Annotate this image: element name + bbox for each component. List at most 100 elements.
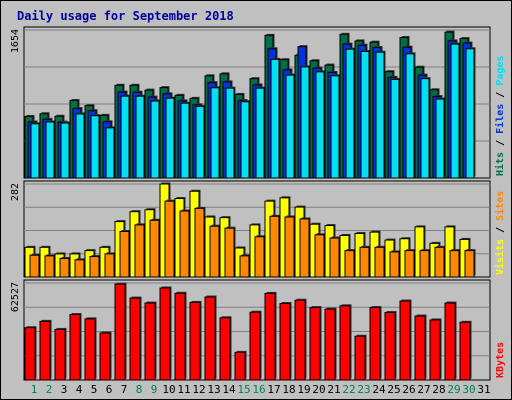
- day-label: 26: [402, 383, 415, 396]
- bot-bar-kbytes: [129, 297, 141, 381]
- mid-bar-sites: [29, 254, 40, 278]
- top-bar-pages: [30, 123, 40, 179]
- bot-bar-kbytes: [219, 317, 231, 381]
- top-bar-pages: [165, 97, 175, 179]
- hits-files-pages-panel: 1654 Hits / Files / Pages: [10, 26, 506, 179]
- day-label: 12: [192, 383, 205, 396]
- mid-bar-sites: [299, 218, 310, 278]
- bot-bar-kbytes: [144, 302, 156, 381]
- bot-bar-kbytes: [294, 299, 306, 381]
- bot-bar-kbytes: [279, 303, 291, 381]
- bot-bar-kbytes: [99, 332, 111, 381]
- top-bar-pages: [210, 87, 220, 179]
- day-labels: 1 2 3 4 5 6 7 8 9 10 11 12 13 14 15 16 17 18 19 20 21 22 23 24 2…: [31, 383, 491, 396]
- mid-bar-sites: [344, 250, 355, 278]
- top-bar-pages: [420, 78, 430, 179]
- mid-bar-sites: [404, 250, 415, 278]
- top-legend: Hits / Files / Pages: [494, 56, 506, 176]
- day-label: 6: [106, 383, 113, 396]
- bot-bar-kbytes: [114, 283, 126, 381]
- top-legend-item: Pages: [495, 56, 506, 86]
- mid-bar-sites: [149, 219, 160, 278]
- day-label: 8: [136, 383, 143, 396]
- bot-bar-kbytes: [54, 328, 66, 381]
- visits-sites-panel: 282 Visits / Sites: [10, 180, 506, 278]
- day-label: 5: [91, 383, 98, 396]
- day-label: 21: [327, 383, 340, 396]
- top-bar-pages: [120, 95, 130, 179]
- mid-bar-sites: [284, 216, 295, 278]
- bot-bar-kbytes: [24, 327, 36, 381]
- top-bar-pages: [60, 122, 70, 179]
- day-label: 20: [312, 383, 325, 396]
- bot-bar-kbytes: [369, 307, 381, 381]
- top-legend-item: Hits: [494, 152, 506, 176]
- bot-bar-kbytes: [324, 308, 336, 381]
- mid-bar-sites: [224, 227, 235, 278]
- bot-bar-kbytes: [384, 312, 396, 381]
- mid-bar-sites: [374, 246, 385, 278]
- top-bar-pages: [45, 121, 55, 179]
- top-bar-pages: [105, 127, 115, 179]
- top-bar-pages: [390, 78, 400, 179]
- day-label: 15: [237, 383, 250, 396]
- bot-bar-kbytes: [204, 296, 216, 381]
- top-bar-pages: [270, 58, 280, 179]
- day-label: 14: [222, 383, 236, 396]
- kbytes-panel: 62527 KBytes: [10, 279, 506, 381]
- day-label: 19: [297, 383, 310, 396]
- mid-bar-sites: [164, 200, 175, 278]
- mid-bar-sites: [59, 258, 70, 278]
- mid-legend-item: Visits: [494, 239, 506, 275]
- day-label: 30: [462, 383, 475, 396]
- mid-bar-sites: [119, 230, 130, 278]
- top-bar-pages: [405, 53, 415, 179]
- mid-bar-sites: [419, 250, 430, 278]
- day-label: 27: [417, 383, 430, 396]
- day-label: 31: [477, 383, 490, 396]
- top-bar-pages: [285, 74, 295, 179]
- mid-legend: Visits / Sites: [494, 191, 506, 275]
- mid-legend-item: Sites: [494, 191, 506, 221]
- bot-legend-item: KBytes: [495, 342, 506, 378]
- bot-bar-kbytes: [39, 320, 51, 381]
- top-bar-pages: [315, 71, 325, 179]
- bot-bar-kbytes: [189, 301, 201, 381]
- top-bar-pages: [450, 43, 460, 179]
- top-legend-item: Files: [494, 104, 506, 134]
- mid-bar-sites: [359, 246, 370, 278]
- bot-bar-kbytes: [159, 287, 171, 381]
- day-label: 16: [252, 383, 265, 396]
- mid-bar-sites: [449, 250, 460, 278]
- top-bar-pages: [465, 48, 475, 179]
- top-bar-pages: [90, 115, 100, 179]
- top-bar-pages: [255, 87, 265, 179]
- top-bar-pages: [195, 105, 205, 179]
- mid-bar-sites: [269, 215, 280, 278]
- day-label: 22: [342, 383, 355, 396]
- bot-max-label: 62527: [10, 282, 21, 312]
- mid-legend-separator: /: [495, 221, 506, 239]
- day-label: 25: [387, 383, 400, 396]
- bot-bar-kbytes: [399, 300, 411, 381]
- top-bar-pages: [300, 66, 310, 179]
- mid-bar-sites: [254, 236, 265, 278]
- mid-bar-sites: [389, 251, 400, 278]
- bot-bar-kbytes: [69, 314, 81, 381]
- day-label: 17: [267, 383, 280, 396]
- bot-bar-kbytes: [249, 311, 261, 381]
- day-label: 13: [207, 383, 220, 396]
- top-bar-pages: [150, 100, 160, 179]
- mid-bar-sites: [434, 246, 445, 278]
- mid-bar-sites: [209, 225, 220, 278]
- day-label: 4: [76, 383, 83, 396]
- mid-bar-sites: [74, 259, 85, 278]
- mid-bar-sites: [329, 237, 340, 278]
- day-label: 10: [162, 383, 175, 396]
- mid-bar-sites: [44, 255, 55, 278]
- top-bar-pages: [330, 75, 340, 179]
- top-bar-pages: [435, 98, 445, 179]
- day-label: 9: [151, 383, 158, 396]
- top-bar-pages: [225, 87, 235, 179]
